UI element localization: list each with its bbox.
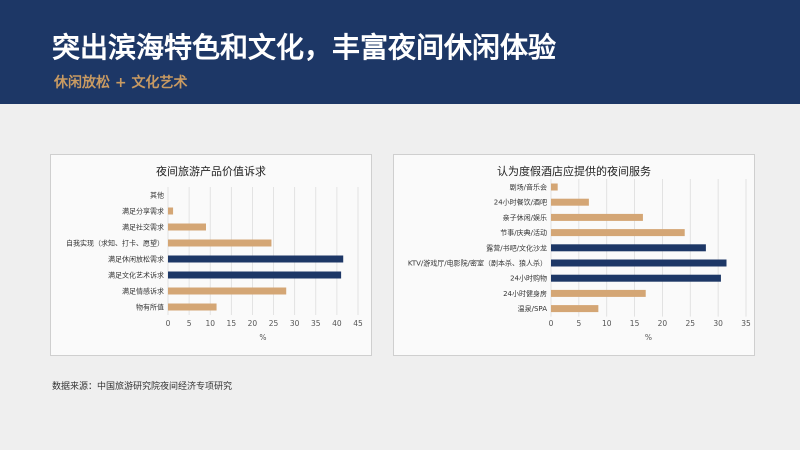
bar	[551, 229, 685, 237]
x-tick-label: 30	[290, 319, 300, 328]
header-banner: 突出滨海特色和文化，丰富夜间休闲体验 休闲放松 + 文化艺术	[0, 0, 800, 104]
bar	[168, 207, 174, 215]
bar	[168, 271, 342, 279]
x-tick-label: 5	[576, 319, 581, 328]
x-tick-label: 10	[205, 319, 215, 328]
x-tick-label: 5	[187, 319, 192, 328]
x-tick-label: 15	[630, 319, 640, 328]
bar	[551, 244, 706, 252]
category-label: 满足休闲放松需求	[108, 255, 164, 264]
category-label: 满足分享需求	[122, 207, 164, 216]
bar	[551, 183, 558, 191]
category-label: 节事/庆典/活动	[500, 228, 547, 237]
category-label: KTV/游戏厅/电影院/密室（剧本杀、狼人杀）	[408, 259, 547, 268]
category-label: 温泉/SPA	[518, 304, 548, 313]
x-axis-label: %	[259, 333, 266, 342]
x-tick-label: 40	[332, 319, 342, 328]
page-title: 突出滨海特色和文化，丰富夜间休闲体验	[52, 31, 557, 64]
x-tick-label: 45	[353, 319, 363, 328]
bar	[551, 274, 721, 282]
bar	[168, 303, 217, 311]
data-source-note: 数据来源：中国旅游研究院夜间经济专项研究	[52, 382, 233, 392]
bar	[168, 223, 206, 231]
x-tick-label: 20	[658, 319, 668, 328]
x-tick-label: 0	[166, 319, 171, 328]
x-tick-label: 10	[602, 319, 612, 328]
x-tick-label: 20	[248, 319, 258, 328]
x-tick-label: 25	[269, 319, 279, 328]
bar	[551, 289, 646, 297]
chart-title: 认为度假酒店应提供的夜间服务	[497, 164, 651, 178]
category-label: 满足文化艺术诉求	[108, 271, 164, 280]
chart-value-demands: 夜间旅游产品价值诉求 0 5 10 15 20 25 30 35 40 45% 其他满足分享需求满足社…	[66, 164, 363, 342]
x-tick-label: 30	[713, 319, 723, 328]
bar	[551, 198, 589, 206]
bar	[168, 255, 344, 263]
chart-panel-right: 认为度假酒店应提供的夜间服务 0 5 10 15 20 25 30 35% 剧场/音乐会 24小时餐…	[393, 154, 755, 356]
x-tick-label: 35	[311, 319, 321, 328]
bar	[551, 259, 727, 267]
bar	[168, 239, 272, 247]
category-label: 剧场/音乐会	[510, 183, 547, 192]
category-label: 物有所值	[136, 303, 164, 312]
chart-title: 夜间旅游产品价值诉求	[156, 164, 266, 178]
category-label: 亲子休闲/娱乐	[503, 213, 547, 222]
bar	[551, 305, 599, 313]
category-label: 24小时健身房	[503, 289, 547, 298]
category-label: 自我实现（求知、打卡、愿望）	[66, 239, 164, 248]
category-label: 满足情感诉求	[122, 287, 164, 296]
x-tick-label: 0	[549, 319, 554, 328]
chart-hotel-night-services: 认为度假酒店应提供的夜间服务 0 5 10 15 20 25 30 35% 剧场/音乐会 24小时餐…	[408, 164, 751, 342]
bar	[551, 213, 643, 221]
x-tick-label: 15	[227, 319, 237, 328]
chart-panel-left: 夜间旅游产品价值诉求 0 5 10 15 20 25 30 35 40 45% 其他满足分享需求 满足社…	[50, 154, 372, 356]
category-label: 露营/书吧/文化沙龙	[486, 243, 547, 252]
category-label: 24小时餐饮/酒吧	[494, 198, 547, 207]
category-label: 满足社交需求	[122, 223, 164, 232]
page-subtitle: 休闲放松 + 文化艺术	[54, 75, 188, 91]
bar	[168, 287, 287, 295]
category-label: 24小时购物	[510, 274, 547, 283]
x-axis-label: %	[645, 333, 652, 342]
x-tick-label: 35	[741, 319, 751, 328]
x-tick-label: 25	[686, 319, 696, 328]
category-label: 其他	[150, 191, 164, 200]
